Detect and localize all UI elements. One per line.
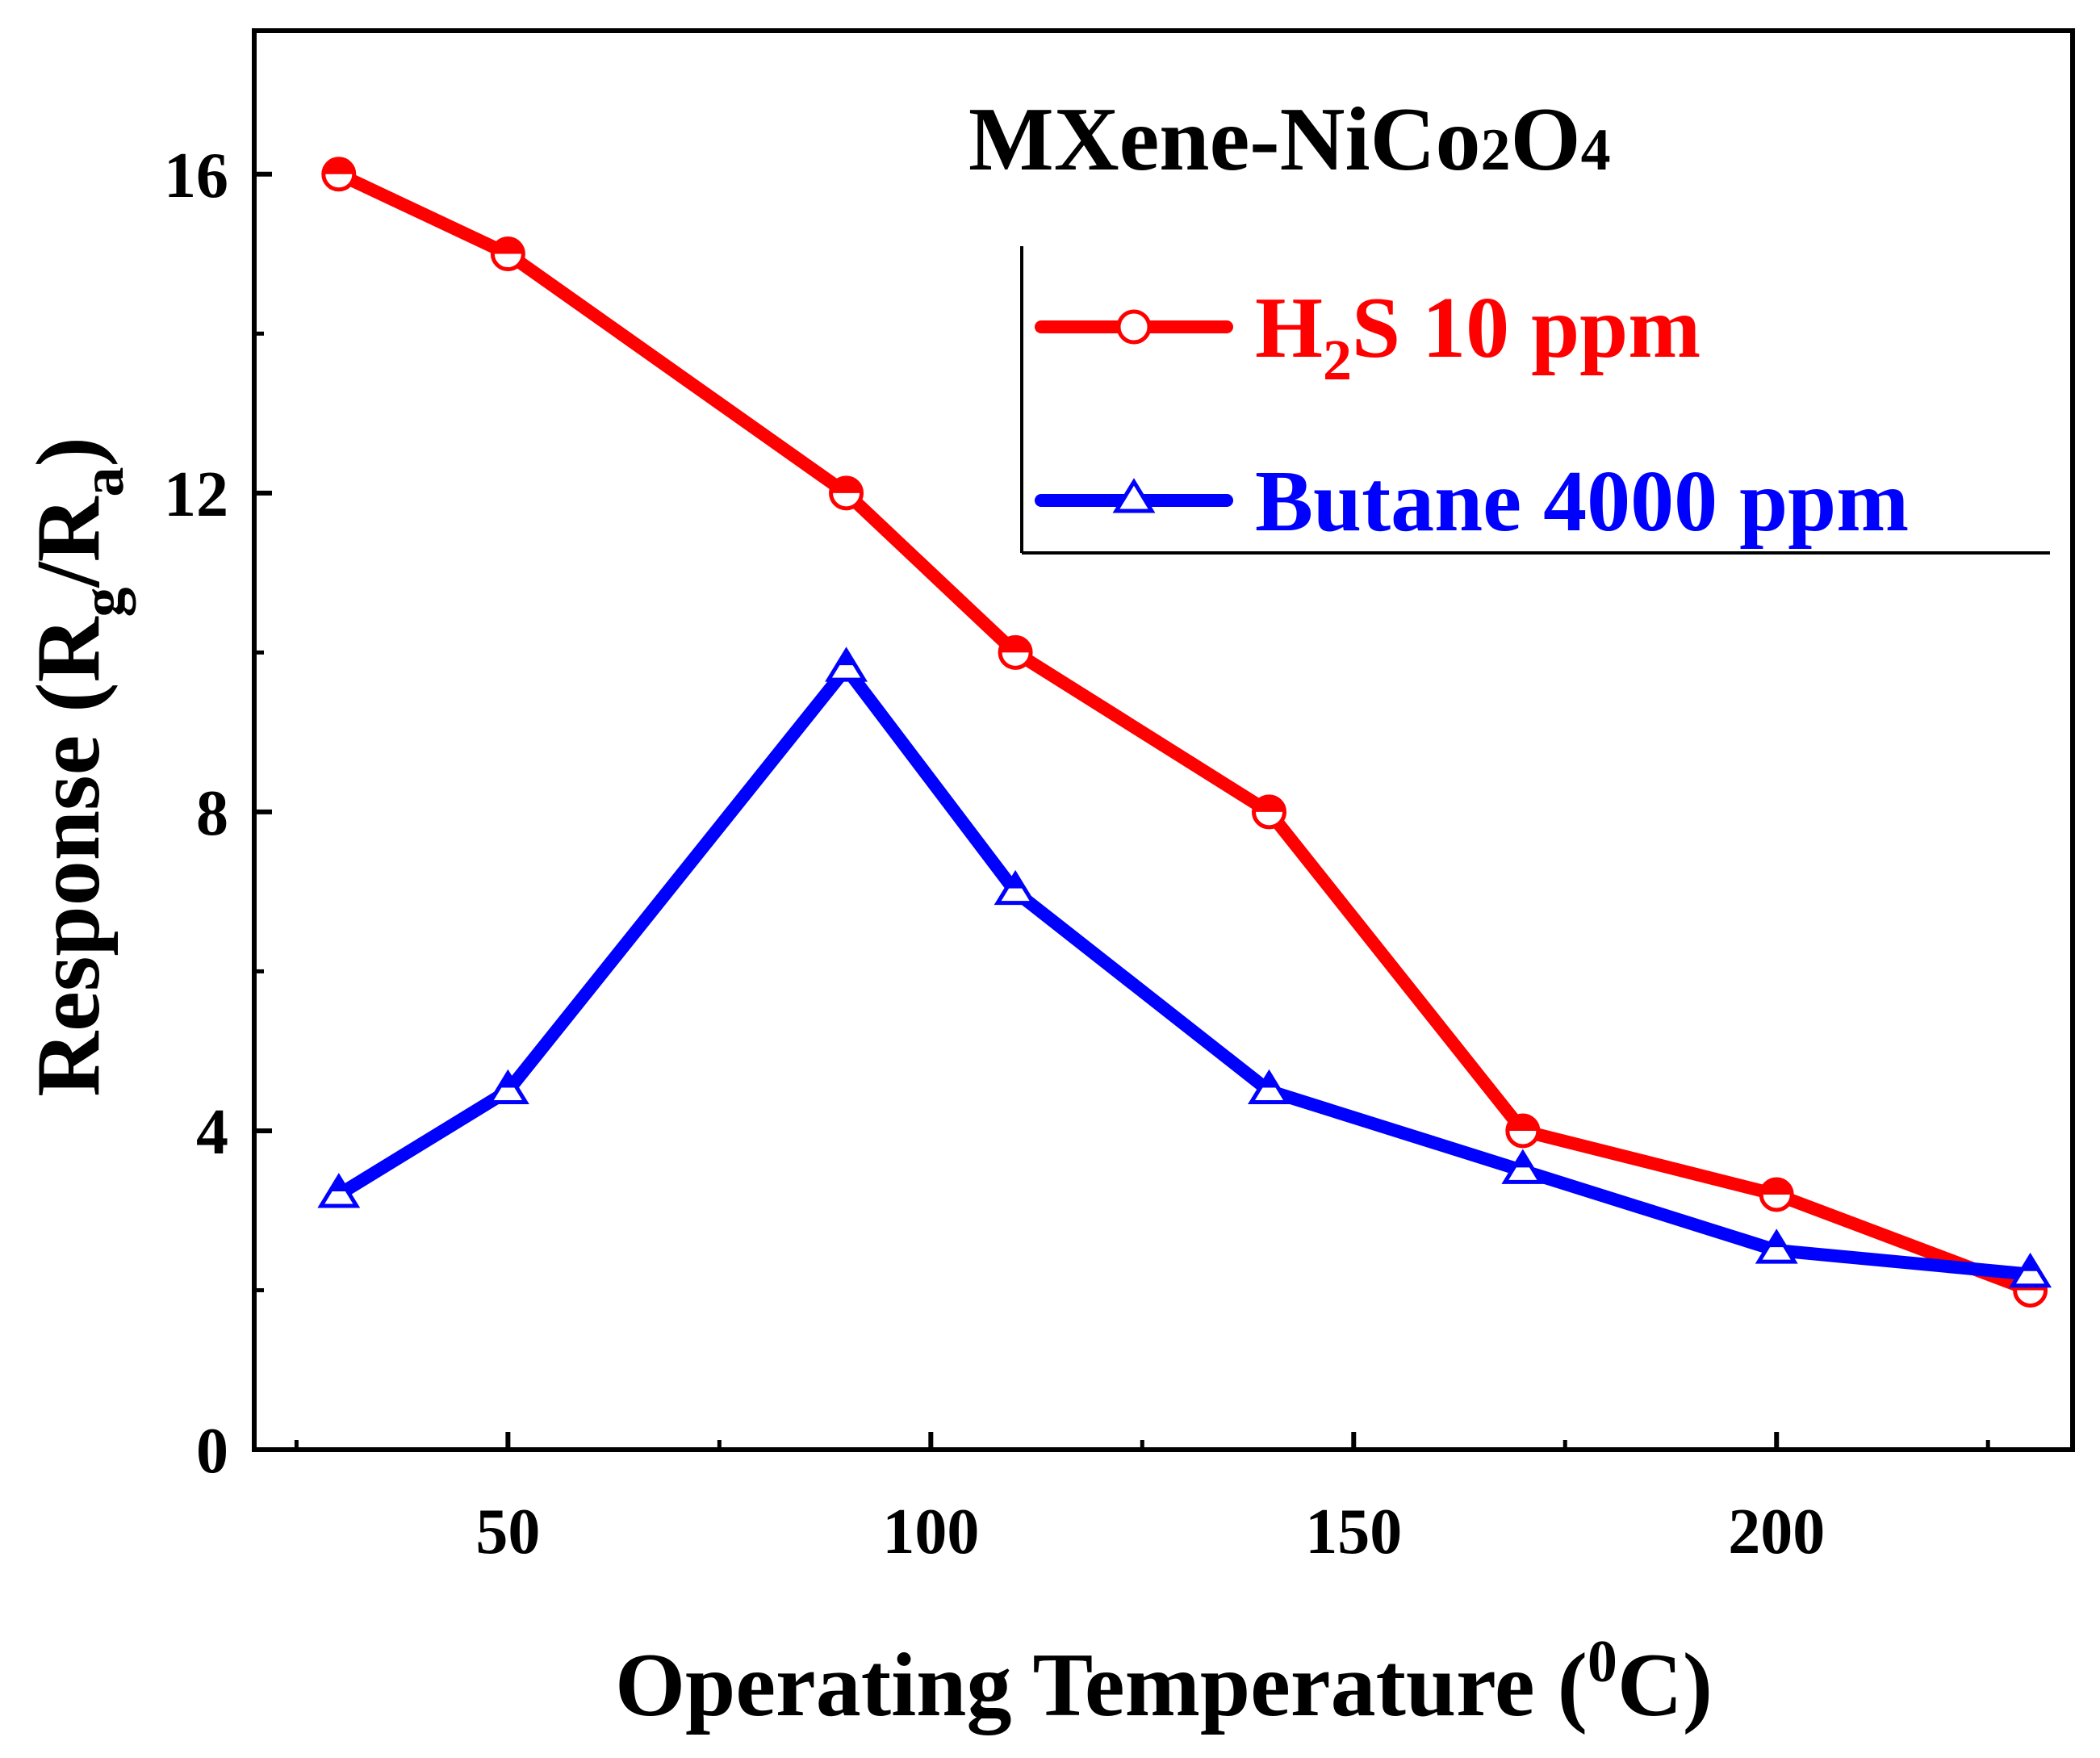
data-point-fill-butane [1006,873,1025,889]
chart-title: MXene-NiCo2O4 [968,90,1611,190]
y-tick-label: 16 [164,140,228,211]
plot-frame [252,28,2075,1452]
x-axis-ticks: 50 100 150 200 [294,1432,1990,1568]
y-axis-label: Response (Rg/Ra) [19,437,136,1097]
y-tick-label: 12 [164,459,228,530]
legend-marker-h2s [1116,309,1152,345]
y-tick-label: 4 [196,1097,228,1168]
data-point-fill-butane [1767,1233,1786,1248]
data-point-fill-h2s [492,238,524,254]
series-line-butane [332,662,2037,1281]
y-tick-label: 8 [196,778,228,849]
data-point-fill-h2s [830,477,862,493]
legend-label-h2s: H2S 10 ppm [1255,280,1700,392]
data-point-fill-h2s [1000,637,1031,653]
legend-label-butane: Butane 4000 ppm [1255,454,1909,550]
x-tick-label: 100 [882,1496,979,1568]
series-butane [317,647,2052,1288]
data-point-fill-butane [499,1073,517,1088]
data-point-fill-h2s [323,158,354,174]
legend-marker-butane [1112,478,1156,513]
series-line-h2s [332,167,2037,1297]
series-layer [317,157,2052,1308]
data-point-fill-butane [329,1176,348,1191]
x-tick-label: 50 [475,1496,540,1568]
y-axis-ticks: 0 4 8 12 16 [164,140,272,1487]
data-point-fill-butane [1260,1073,1278,1088]
x-axis-label: Operating Temperature (0C) [615,1629,1713,1735]
y-tick-label: 0 [196,1416,228,1487]
data-point-fill-h2s [1507,1115,1538,1131]
data-point-fill-butane [2021,1256,2039,1271]
data-point-fill-butane [837,651,855,666]
data-point-fill-butane [1513,1153,1532,1168]
x-tick-label: 150 [1305,1496,1402,1568]
legend: H2S 10 ppm Butane 4000 ppm [1020,246,2050,555]
x-tick-label: 200 [1728,1496,1825,1568]
data-point-fill-h2s [1253,796,1285,812]
data-point-fill-h2s [1761,1178,1793,1195]
